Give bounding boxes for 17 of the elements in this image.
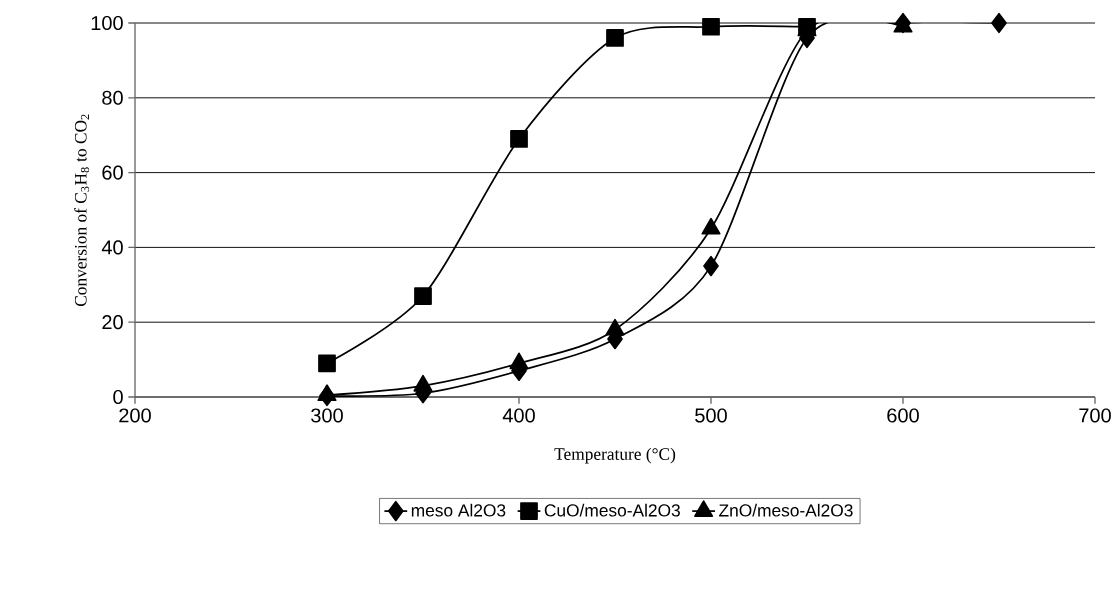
y-tick-label: 40 <box>101 240 123 255</box>
y-tick-label: 20 <box>102 315 123 330</box>
legend-label: meso Al2O3 <box>411 503 506 517</box>
y-tick-label: 60 <box>102 165 123 180</box>
legend-label: CuO/meso-Al2O3 <box>544 503 680 517</box>
x-tick-label: 500 <box>695 408 727 423</box>
y-tick-label: 80 <box>102 90 123 105</box>
y-tick-label: 0 <box>113 389 123 405</box>
x-tick-label: 200 <box>119 408 151 423</box>
y-axis-title: Conversion of C$_{3}$H$_{8}$ to CO$_{2}$ <box>74 114 90 307</box>
x-tick-label: 300 <box>311 408 343 423</box>
y-tick-label: 100 <box>91 15 123 31</box>
x-axis-title: Temperature (°C) <box>554 447 676 464</box>
x-tick-label: 400 <box>502 408 535 423</box>
x-tick-label: 700 <box>1079 408 1111 423</box>
x-tick-label: 600 <box>887 408 919 423</box>
legend-label: ZnO/meso-Al2O3 <box>719 503 853 517</box>
